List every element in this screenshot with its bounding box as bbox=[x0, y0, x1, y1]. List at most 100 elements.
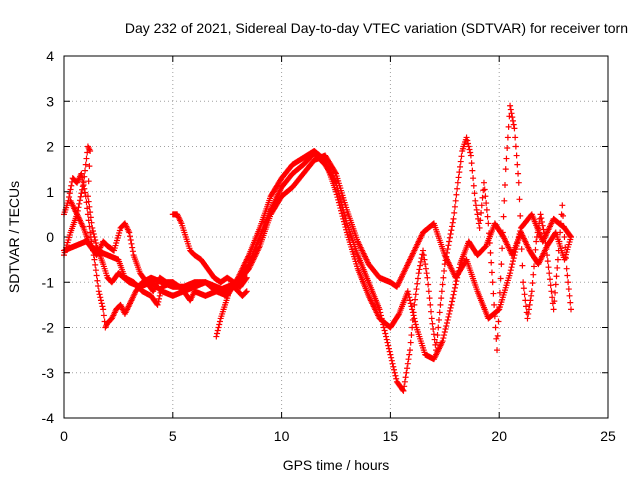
data-point bbox=[444, 316, 451, 323]
data-point bbox=[458, 153, 465, 160]
data-point bbox=[390, 363, 397, 370]
data-point bbox=[472, 197, 479, 204]
data-point bbox=[563, 265, 570, 272]
data-point bbox=[87, 234, 94, 240]
y-tick-label: -1 bbox=[42, 274, 55, 290]
data-point bbox=[385, 345, 392, 352]
data-point bbox=[387, 351, 394, 358]
data-point bbox=[380, 324, 387, 331]
data-point bbox=[213, 333, 220, 340]
data-point bbox=[401, 383, 408, 390]
data-point bbox=[445, 242, 452, 249]
data-point bbox=[464, 137, 471, 144]
data-point bbox=[545, 264, 552, 271]
data-point bbox=[83, 199, 90, 206]
data-point bbox=[426, 295, 433, 302]
data-point bbox=[338, 210, 345, 217]
data-point bbox=[92, 237, 99, 244]
data-point bbox=[457, 158, 464, 165]
data-point bbox=[494, 347, 501, 354]
data-point bbox=[561, 234, 568, 240]
data-point bbox=[383, 336, 390, 343]
data-point bbox=[452, 281, 459, 288]
data-point bbox=[467, 152, 474, 159]
data-point bbox=[77, 193, 84, 200]
data-point bbox=[425, 281, 432, 288]
data-point bbox=[519, 262, 526, 269]
data-point bbox=[385, 342, 392, 349]
data-point bbox=[506, 113, 513, 120]
data-point bbox=[399, 386, 406, 393]
data-point bbox=[449, 223, 456, 230]
data-point bbox=[338, 207, 345, 214]
data-point bbox=[414, 275, 421, 282]
data-point bbox=[526, 301, 533, 308]
data-point bbox=[539, 222, 546, 229]
x-tick-label: 10 bbox=[274, 428, 290, 444]
data-point bbox=[511, 125, 518, 132]
data-point bbox=[443, 319, 450, 326]
data-point bbox=[480, 179, 487, 186]
data-point bbox=[447, 304, 454, 311]
data-point bbox=[447, 230, 454, 237]
data-point bbox=[527, 297, 534, 304]
data-point bbox=[553, 273, 560, 280]
data-point bbox=[514, 240, 521, 247]
data-point bbox=[441, 329, 448, 336]
data-point bbox=[502, 166, 509, 173]
data-point bbox=[482, 193, 489, 200]
data-point bbox=[407, 300, 414, 307]
data-point bbox=[475, 220, 482, 227]
data-point bbox=[560, 212, 567, 219]
data-point bbox=[449, 295, 456, 302]
data-point bbox=[508, 264, 515, 271]
y-tick-label: -3 bbox=[42, 365, 55, 381]
data-point bbox=[406, 294, 413, 301]
data-point bbox=[495, 318, 502, 325]
data-point bbox=[499, 245, 506, 252]
data-point bbox=[525, 310, 532, 317]
data-point bbox=[513, 243, 520, 250]
data-point bbox=[425, 288, 432, 295]
data-point bbox=[454, 179, 461, 186]
data-point bbox=[511, 252, 518, 259]
data-point bbox=[404, 360, 411, 367]
data-point bbox=[520, 279, 527, 286]
data-point bbox=[448, 301, 455, 308]
series-sat_b bbox=[61, 148, 575, 363]
data-point bbox=[412, 318, 419, 325]
data-point bbox=[406, 297, 413, 304]
data-point bbox=[382, 330, 389, 337]
data-point bbox=[419, 251, 426, 258]
chart-title: Day 232 of 2021, Sidereal Day-to-day VTE… bbox=[125, 20, 628, 36]
data-point bbox=[92, 267, 99, 274]
data-point bbox=[413, 286, 420, 293]
data-point bbox=[80, 181, 87, 188]
series-sat_d bbox=[67, 197, 176, 295]
data-point bbox=[483, 200, 490, 207]
data-point bbox=[84, 205, 91, 212]
data-point bbox=[430, 326, 437, 333]
data-point bbox=[501, 197, 508, 204]
data-point bbox=[86, 223, 93, 230]
data-point bbox=[243, 288, 250, 295]
y-axis-label: SDTVAR / TECUs bbox=[6, 181, 22, 293]
data-point bbox=[408, 303, 415, 310]
data-point bbox=[522, 297, 529, 304]
data-point bbox=[455, 174, 462, 181]
data-point bbox=[439, 338, 446, 345]
data-point bbox=[339, 213, 346, 220]
data-point bbox=[514, 161, 521, 168]
data-point bbox=[470, 182, 477, 189]
data-point bbox=[546, 276, 553, 283]
data-point bbox=[95, 288, 102, 295]
data-point bbox=[453, 191, 460, 198]
data-point bbox=[456, 169, 463, 176]
data-point bbox=[81, 185, 88, 192]
data-point bbox=[441, 332, 448, 339]
data-point bbox=[509, 258, 516, 265]
data-point bbox=[155, 298, 162, 305]
data-point bbox=[493, 335, 500, 342]
data-point bbox=[383, 333, 390, 340]
data-point bbox=[214, 327, 221, 334]
